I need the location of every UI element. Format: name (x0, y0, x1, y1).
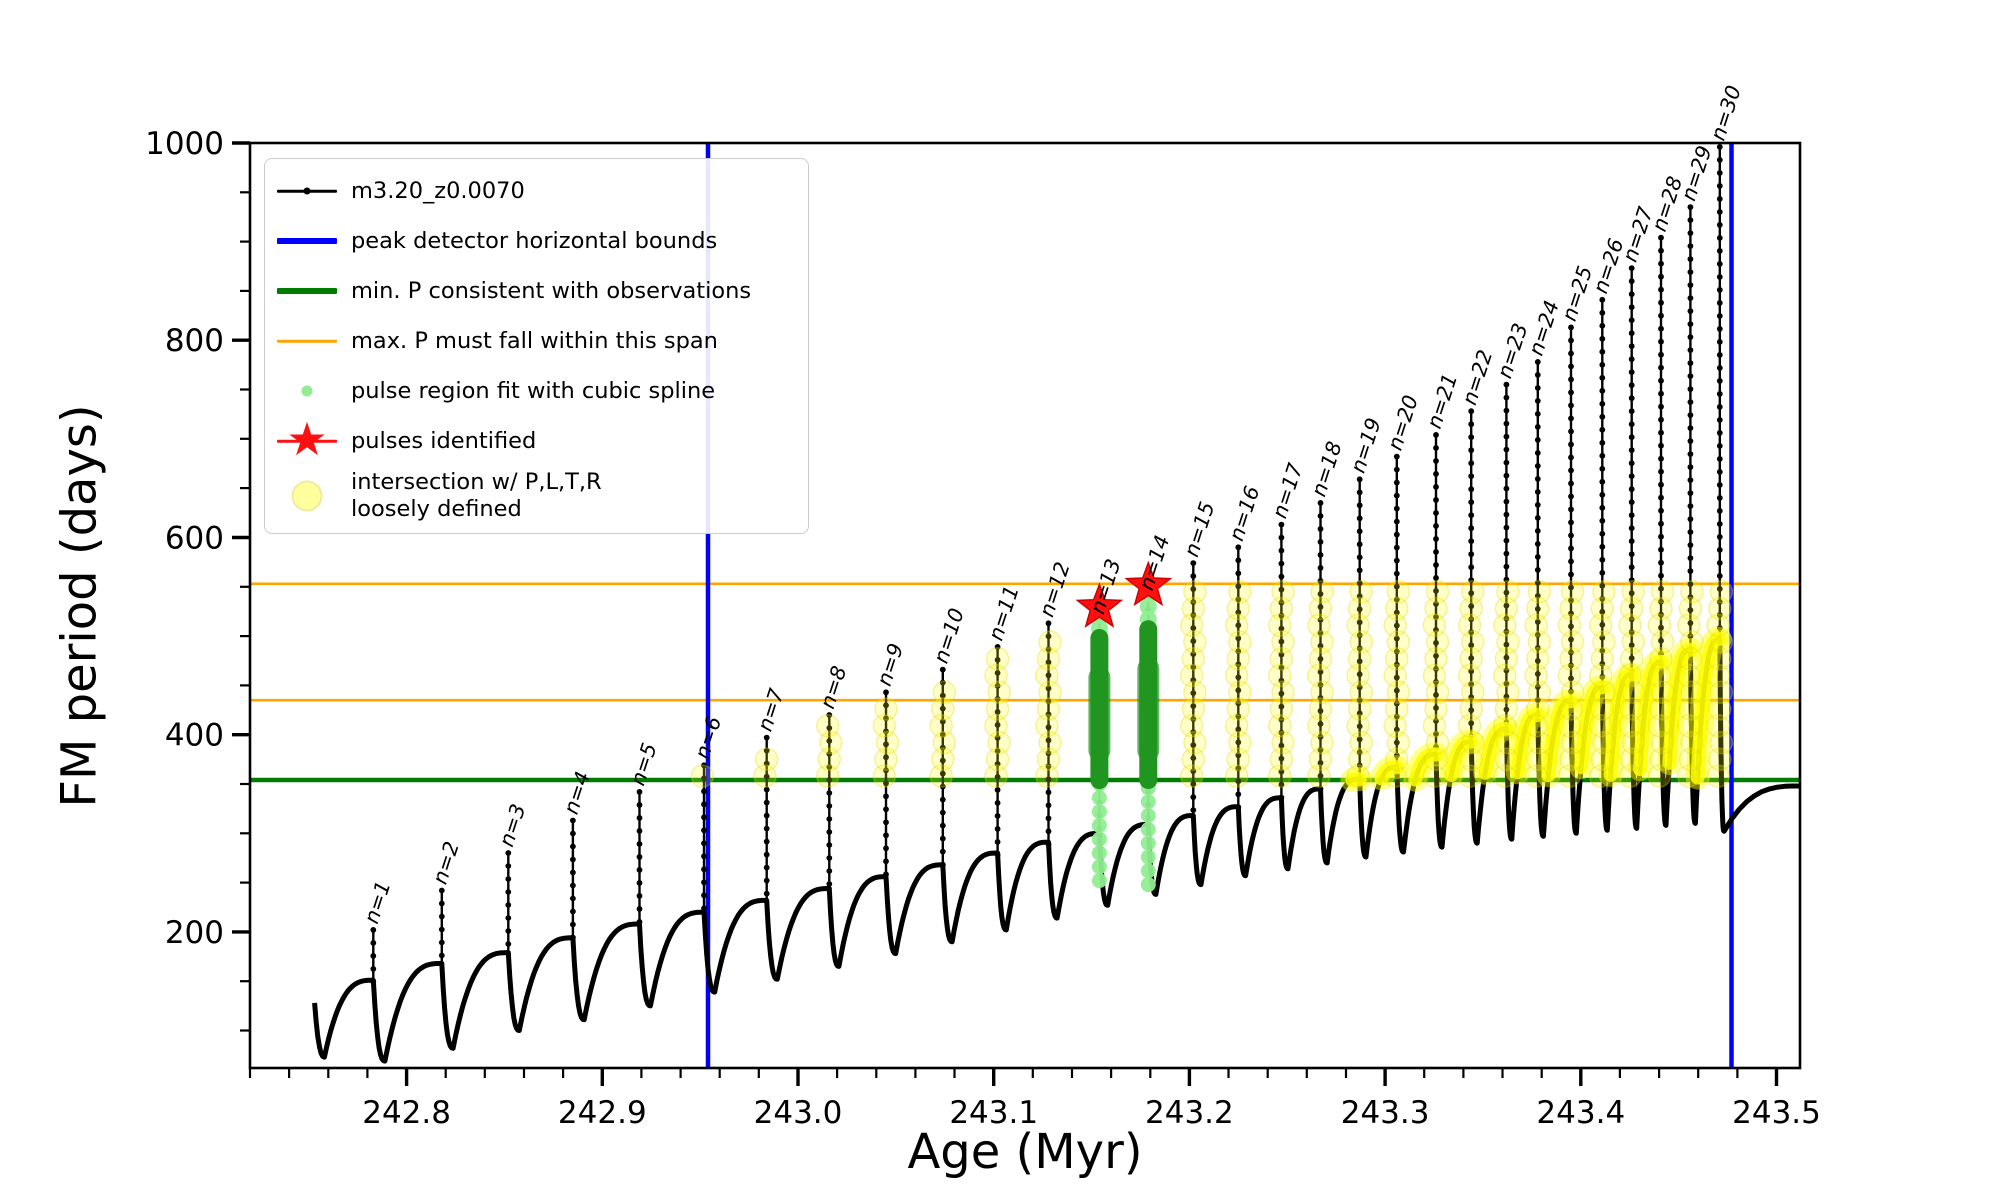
bound-line-icon (275, 269, 339, 313)
svg-text:243.5: 243.5 (1732, 1095, 1821, 1131)
svg-text:n=11: n=11 (984, 583, 1024, 644)
svg-text:n=19: n=19 (1346, 415, 1386, 476)
svg-text:n=15: n=15 (1179, 499, 1219, 560)
svg-text:n=10: n=10 (929, 605, 969, 666)
svg-text:1000: 1000 (145, 126, 224, 162)
y-axis-ticks (232, 141, 250, 1032)
svg-text:n=9: n=9 (872, 640, 908, 689)
svg-text:243.0: 243.0 (754, 1095, 843, 1131)
spline-dot-icon (275, 369, 339, 413)
legend-item-label: intersection w/ P,L,T,R loosely defined (351, 469, 602, 522)
svg-text:242.9: 242.9 (558, 1095, 647, 1131)
svg-text:n=8: n=8 (815, 663, 851, 712)
series-line-icon (275, 169, 339, 213)
svg-text:800: 800 (165, 323, 224, 359)
span-line-icon (275, 319, 339, 363)
pulse-fit-regions (1088, 585, 1160, 893)
legend-item-label: max. P must fall within this span (351, 327, 718, 354)
star-icon: ★ (275, 416, 339, 463)
svg-text:n=17: n=17 (1267, 460, 1307, 521)
legend-item: max. P must fall within this span (275, 317, 794, 365)
svg-text:n=2: n=2 (428, 839, 464, 888)
svg-text:n=25: n=25 (1557, 263, 1597, 324)
svg-text:n=12: n=12 (1034, 559, 1074, 620)
svg-text:n=18: n=18 (1306, 439, 1346, 500)
svg-text:n=4: n=4 (559, 769, 595, 818)
svg-text:n=6: n=6 (690, 713, 726, 762)
svg-text:n=30: n=30 (1706, 83, 1746, 144)
svg-text:400: 400 (165, 718, 224, 754)
svg-text:243.2: 243.2 (1145, 1095, 1234, 1131)
pulse-stars (1075, 560, 1173, 628)
svg-text:n=22: n=22 (1457, 347, 1497, 408)
x-axis-label: Age (Myr) (907, 1124, 1143, 1180)
intersection-dot-icon (275, 474, 339, 518)
y-axis-label: FM period (days) (52, 403, 109, 808)
intersection-arc-blobs (1340, 627, 1732, 792)
legend-item-label: pulse region fit with cubic spline (351, 377, 716, 404)
legend-item: ★ pulses identified (275, 416, 794, 465)
legend-item: m3.20_z0.0070 (275, 167, 794, 215)
bound-line-icon (275, 219, 339, 263)
legend-item-label: min. P consistent with observations (351, 277, 752, 304)
svg-text:n=16: n=16 (1224, 483, 1264, 544)
svg-text:n=7: n=7 (753, 686, 789, 735)
svg-text:n=20: n=20 (1383, 392, 1423, 453)
legend-item: peak detector horizontal bounds (275, 217, 794, 265)
svg-text:n=29: n=29 (1676, 143, 1716, 204)
svg-text:600: 600 (165, 521, 224, 557)
svg-text:243.3: 243.3 (1341, 1095, 1430, 1131)
legend-item-label: m3.20_z0.0070 (351, 177, 525, 204)
legend-item: intersection w/ P,L,T,R loosely defined (275, 467, 794, 525)
svg-text:243.4: 243.4 (1536, 1095, 1625, 1131)
legend-item: min. P consistent with observations (275, 267, 794, 315)
x-axis-tick-labels: 242.8 242.9 243.0 243.1 243.2 243.3 243.4 243.5 (362, 1095, 1821, 1131)
x-axis-ticks (248, 1068, 1779, 1086)
svg-text:n=3: n=3 (494, 801, 530, 850)
y-axis-tick-labels: 200 400 600 800 1000 (145, 126, 224, 951)
legend-item: pulse region fit with cubic spline (275, 367, 794, 415)
max-p-span-lines (250, 582, 1800, 702)
legend-item-label: peak detector horizontal bounds (351, 227, 718, 254)
y-axis-label-wrap: FM period (days) (20, 143, 140, 1068)
svg-text:242.8: 242.8 (362, 1095, 451, 1131)
intersection-spike-circles (690, 579, 1734, 788)
svg-text:243.1: 243.1 (949, 1095, 1038, 1131)
legend-item-label: pulses identified (351, 427, 537, 454)
svg-text:n=1: n=1 (359, 878, 395, 927)
svg-text:n=13: n=13 (1085, 556, 1125, 617)
svg-text:200: 200 (165, 915, 224, 951)
axes-spines (248, 141, 1802, 1070)
